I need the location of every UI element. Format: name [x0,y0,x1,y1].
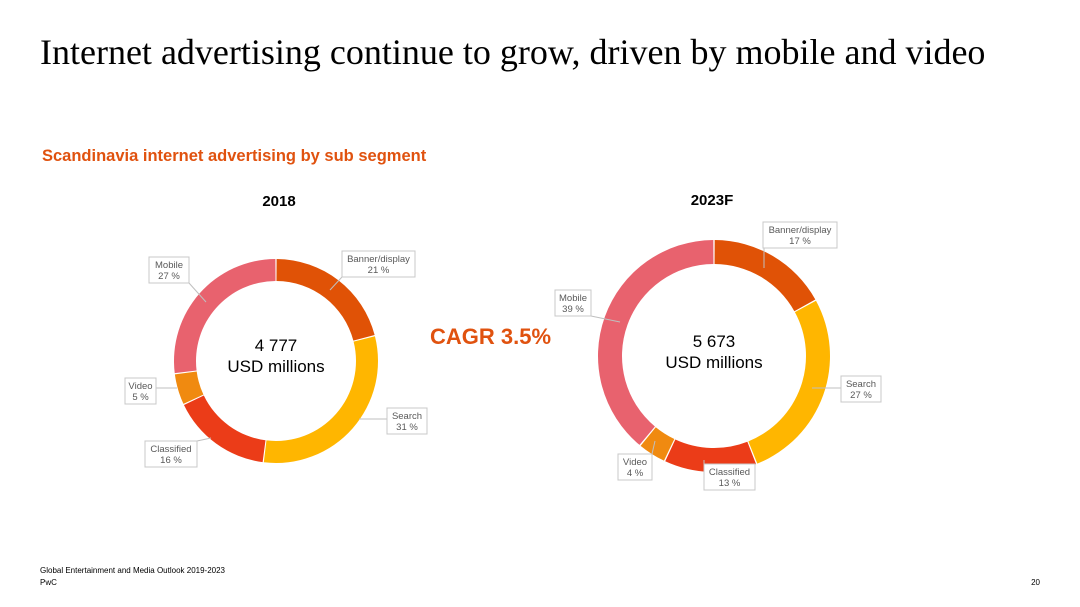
callout-label-video: Video [623,457,647,468]
callout-box-video [124,377,157,405]
callout-box-mobile [148,256,190,284]
chart-title-2023f: 2023F [690,192,734,209]
callout-value-mobile: 39 % [562,304,584,315]
callout-value-video: 5 % [132,392,149,403]
slide-title: Internet advertising continue to grow, d… [40,32,986,72]
donut-slice-search-2023f [748,300,830,464]
callout-label-search: Search [846,379,876,390]
callout-label-classified: Classified [150,444,191,455]
callout-value-banner-display: 21 % [368,265,390,276]
callout-value-search: 31 % [396,422,418,433]
callout-leader-mobile [590,315,621,323]
callout-label-classified: Classified [709,467,750,478]
donut-slice-mobile-2018 [174,259,276,374]
callout-value-banner-display: 17 % [789,236,811,247]
callout-label-video: Video [128,381,152,392]
donut-slice-video-2023f [640,427,675,461]
center-value-2023f: 5 673 [693,332,736,351]
page-number: 20 [1031,578,1040,587]
callout-label-banner-display: Banner/display [347,254,410,265]
callout-box-search [386,407,428,435]
callout-leader-video [651,440,656,455]
callout-box-banner-display [762,221,838,249]
donut-slice-banner-display-2018 [276,259,375,341]
callout-value-video: 4 % [627,468,644,479]
callout-leader-classified [196,437,212,442]
callout-value-classified: 13 % [719,478,741,489]
callout-value-mobile: 27 % [158,271,180,282]
callout-box-banner-display [341,250,416,278]
donut-slice-banner-display-2023f [714,240,816,312]
donut-slice-search-2018 [263,336,378,463]
callout-box-classified [144,440,198,468]
callout-box-classified [703,463,756,491]
center-unit-2023f: USD millions [665,353,762,372]
donut-slice-classified-2018 [183,395,266,463]
donut-slice-video-2018 [174,371,204,404]
callout-box-search [840,375,882,403]
callout-box-video [617,453,653,481]
chart-subtitle: Scandinavia internet advertising by sub … [42,147,427,165]
cagr-label: CAGR 3.5% [430,324,552,349]
donut-slice-mobile-2023f [598,240,714,445]
callout-label-mobile: Mobile [155,260,183,271]
callout-leader-banner-display [329,276,343,291]
center-unit-2018: USD millions [227,357,324,376]
source-note: Global Entertainment and Media Outlook 2… [40,566,226,575]
callout-label-search: Search [392,411,422,422]
callout-value-classified: 16 % [160,455,182,466]
chart-title-2018: 2018 [262,193,296,210]
center-value-2018: 4 777 [255,336,298,355]
callout-leader-mobile [188,282,207,303]
callout-value-search: 27 % [850,390,872,401]
callout-label-mobile: Mobile [559,293,587,304]
callout-box-mobile [554,289,592,317]
callout-label-banner-display: Banner/display [769,225,832,236]
footer-brand: PwC [40,578,57,587]
